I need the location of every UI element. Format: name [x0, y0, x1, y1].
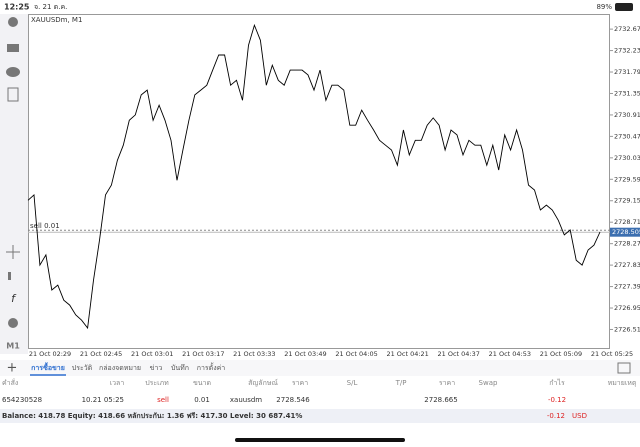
icon-indicators[interactable] — [8, 272, 11, 280]
column-header: ขนาด — [193, 379, 211, 387]
y-tick-label: 2727.390 — [614, 283, 640, 291]
y-tick-label: 2732.670 — [614, 25, 640, 33]
balance-profit: -0.12 — [547, 412, 565, 420]
battery-text: 89% — [596, 3, 612, 11]
tab[interactable]: ประวัติ — [72, 364, 93, 372]
balance-bar — [0, 409, 640, 423]
home-indicator — [235, 438, 405, 442]
tab-bar — [0, 360, 640, 376]
icon-account[interactable] — [8, 17, 18, 27]
icon-function[interactable]: f — [11, 292, 17, 305]
x-tick-label: 21 Oct 05:25 — [591, 350, 633, 358]
tab[interactable]: บันทึก — [171, 363, 189, 372]
order-line-label: sell 0.01 — [30, 222, 60, 230]
x-tick-label: 21 Oct 02:45 — [80, 350, 122, 358]
cell-type[interactable]: sell — [157, 396, 169, 404]
column-header: สัญลักษณ์ — [248, 379, 278, 387]
column-header: คำสั่ง — [2, 378, 18, 387]
add-button[interactable]: + — [7, 361, 18, 376]
cell-price[interactable]: 2728.665 — [424, 396, 457, 404]
x-tick-label: 21 Oct 03:17 — [182, 350, 224, 358]
cell-profit[interactable]: -0.12 — [548, 396, 566, 404]
balance-currency: USD — [572, 412, 587, 420]
x-tick-label: 21 Oct 04:21 — [386, 350, 428, 358]
date: จ. 21 ต.ค. — [34, 3, 67, 11]
cell-size[interactable]: 0.01 — [194, 396, 210, 404]
y-tick-label: 2729.150 — [614, 197, 640, 205]
y-tick-label: 2726.510 — [614, 325, 640, 333]
tab[interactable]: การซื้อขาย — [31, 361, 65, 372]
cell-open-price[interactable]: 2728.546 — [276, 396, 310, 404]
price-line-series — [27, 23, 601, 330]
battery-icon — [615, 3, 633, 11]
price-badge — [610, 227, 640, 237]
icon-objects[interactable] — [8, 318, 18, 328]
y-tick-label: 2731.790 — [614, 68, 640, 76]
y-tick-label: 2732.230 — [614, 47, 640, 55]
column-header: กำไร — [549, 378, 565, 387]
column-header: T/P — [395, 379, 407, 387]
x-tick-label: 21 Oct 04:05 — [335, 350, 377, 358]
cell-order[interactable]: 654230528 — [2, 396, 42, 404]
y-tick-label: 2730.030 — [614, 154, 640, 162]
x-tick-label: 21 Oct 03:01 — [131, 350, 173, 358]
x-tick-label: 21 Oct 03:33 — [233, 350, 275, 358]
x-tick-label: 21 Oct 03:49 — [284, 350, 326, 358]
x-tick-label: 21 Oct 04:53 — [489, 350, 531, 358]
icon-layout[interactable] — [617, 362, 631, 374]
cell-time[interactable]: 10.21 05:25 — [82, 396, 124, 404]
tab[interactable]: ข่าว — [150, 364, 163, 372]
chart-frame — [28, 14, 610, 349]
column-header: S/L — [347, 379, 358, 387]
chart-symbol: XAUUSDm, M1 — [31, 16, 82, 24]
y-tick-label: 2726.950 — [614, 304, 640, 312]
y-tick-label: 2730.910 — [614, 111, 640, 119]
icon-timeframe[interactable]: M1 — [6, 342, 20, 351]
x-tick-label: 21 Oct 05:09 — [540, 350, 582, 358]
tab[interactable]: กล่องจดหมาย — [99, 364, 141, 372]
cell-symbol[interactable]: xauusdm — [230, 396, 262, 404]
icon-trade[interactable] — [7, 44, 19, 52]
column-header: หมายเหตุ — [608, 379, 637, 387]
column-header: เวลา — [110, 379, 125, 387]
y-tick-label: 2731.350 — [614, 89, 640, 97]
y-tick-label: 2728.710 — [614, 218, 640, 226]
price-badge-label: 2728.505 — [612, 228, 640, 236]
clock: 12:25 — [4, 3, 30, 12]
x-tick-label: 21 Oct 04:37 — [438, 350, 480, 358]
y-tick-label: 2730.470 — [614, 132, 640, 140]
icon-new[interactable] — [7, 87, 19, 102]
y-tick-label: 2729.590 — [614, 175, 640, 183]
tab[interactable]: การตั้งค่า — [197, 361, 226, 372]
column-header: ประเภท — [145, 379, 169, 387]
status-bar — [0, 0, 640, 14]
y-tick-label: 2728.270 — [614, 240, 640, 248]
x-tick-label: 21 Oct 02:29 — [29, 350, 71, 358]
y-tick-label: 2727.830 — [614, 261, 640, 269]
column-header: ราคา — [292, 379, 308, 387]
balance-text: Balance: 418.78 Equity: 418.66 หลักประกั… — [2, 412, 302, 420]
column-header: ราคา — [439, 379, 455, 387]
column-header: Swap — [479, 379, 498, 387]
icon-chat[interactable] — [6, 67, 20, 77]
